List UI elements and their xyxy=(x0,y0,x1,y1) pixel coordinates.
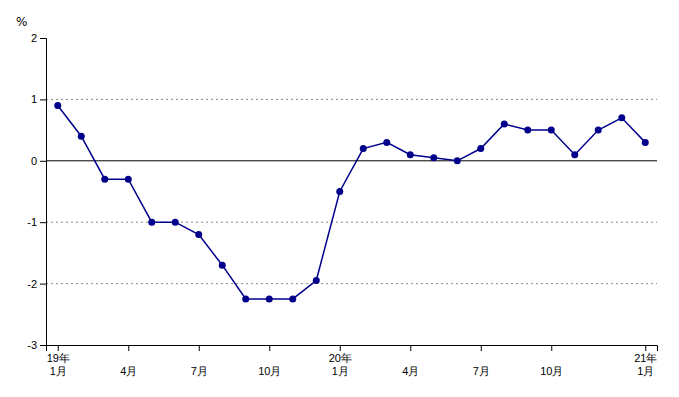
x-axis: 19年1月4月7月10月20年1月4月7月10月21年1月 xyxy=(47,345,658,377)
x-tick-mark xyxy=(410,345,411,351)
x-tick: 21年1月 xyxy=(634,345,657,377)
point xyxy=(101,176,108,183)
x-tick-mark xyxy=(58,345,59,351)
x-tick-label-line: 4月 xyxy=(402,365,419,377)
x-tick: 10月 xyxy=(540,345,563,377)
x-tick-mark xyxy=(551,345,552,351)
y-tick-mark xyxy=(40,284,46,285)
x-tick-label: 4月 xyxy=(120,365,137,377)
y-axis-line xyxy=(40,39,47,346)
x-tick-label-line: 20年 xyxy=(329,352,352,364)
y-tick: 1 xyxy=(31,93,46,105)
point xyxy=(642,139,649,146)
x-tick-mark xyxy=(199,345,200,351)
grid xyxy=(46,99,657,283)
x-tick-mark xyxy=(128,345,129,351)
y-tick-label: 1 xyxy=(31,93,37,105)
y-tick: -2 xyxy=(27,278,46,290)
y-tick-mark xyxy=(40,38,46,39)
y-tick-mark xyxy=(40,161,46,162)
point xyxy=(219,262,226,269)
x-tick-label-line: 7月 xyxy=(473,365,490,377)
x-tick: 4月 xyxy=(120,345,137,377)
point xyxy=(360,145,367,152)
point xyxy=(54,102,61,109)
point xyxy=(125,176,132,183)
x-tick-label-line: 1月 xyxy=(332,365,349,377)
x-tick: 19年1月 xyxy=(47,345,70,377)
x-tick-label-line: 10月 xyxy=(258,365,281,377)
point xyxy=(524,127,531,134)
x-tick-label: 10月 xyxy=(540,365,563,377)
x-tick-label: 21年1月 xyxy=(634,352,657,377)
x-tick-label-line: 1月 xyxy=(50,365,67,377)
point xyxy=(242,295,249,302)
line xyxy=(58,106,646,299)
x-tick: 7月 xyxy=(191,345,208,377)
point xyxy=(266,295,273,302)
x-axis-line xyxy=(47,346,658,352)
x-tick-mark xyxy=(481,345,482,351)
y-tick-mark xyxy=(40,345,46,346)
x-tick-label: 4月 xyxy=(402,365,419,377)
y-tick-label: -3 xyxy=(27,339,37,351)
point xyxy=(383,139,390,146)
zero-line xyxy=(46,160,657,161)
x-tick-mark xyxy=(340,345,341,351)
y-tick-mark xyxy=(40,222,46,223)
point xyxy=(407,151,414,158)
y-tick: -3 xyxy=(27,339,46,351)
series xyxy=(54,102,649,302)
grid-line xyxy=(46,222,657,223)
x-tick-mark xyxy=(269,345,270,351)
point xyxy=(501,120,508,127)
chart-svg: -3-2-101219年1月4月7月10月20年1月4月7月10月21年1月% xyxy=(0,0,679,397)
x-tick-label: 10月 xyxy=(258,365,281,377)
x-tick-label-line: 21年 xyxy=(634,352,657,364)
x-tick-mark xyxy=(645,345,646,351)
y-axis-label: % xyxy=(16,15,27,29)
x-tick-label-line: 10月 xyxy=(540,365,563,377)
y-tick: -1 xyxy=(27,216,46,228)
x-tick-label: 20年1月 xyxy=(329,352,352,377)
x-tick-label: 7月 xyxy=(191,365,208,377)
y-tick-label: 2 xyxy=(31,32,37,44)
x-tick-label: 7月 xyxy=(473,365,490,377)
point xyxy=(172,219,179,226)
x-tick-label-line: 4月 xyxy=(120,365,137,377)
x-tick-label: 19年1月 xyxy=(47,352,70,377)
point xyxy=(454,157,461,164)
point xyxy=(289,295,296,302)
point xyxy=(336,188,343,195)
x-tick: 20年1月 xyxy=(329,345,352,377)
point xyxy=(78,133,85,140)
point xyxy=(148,219,155,226)
point xyxy=(430,154,437,161)
y-axis: -3 -2 -1 0 1 2 xyxy=(27,32,46,351)
y-tick-mark xyxy=(40,99,46,100)
point xyxy=(595,127,602,134)
y-tick-label: -2 xyxy=(27,278,37,290)
x-tick: 7月 xyxy=(473,345,490,377)
chart-container: -3-2-101219年1月4月7月10月20年1月4月7月10月21年1月% xyxy=(0,0,679,397)
point xyxy=(548,127,555,134)
plot-area: -3-2-101219年1月4月7月10月20年1月4月7月10月21年1月 xyxy=(27,32,657,377)
y-tick: 0 xyxy=(31,155,46,167)
point xyxy=(313,277,320,284)
point xyxy=(195,231,202,238)
y-tick-label: -1 xyxy=(27,216,37,228)
y-tick-label: 0 xyxy=(31,155,37,167)
x-tick-label-line: 19年 xyxy=(47,352,70,364)
point xyxy=(571,151,578,158)
y-tick: 2 xyxy=(31,32,46,44)
grid-line xyxy=(46,99,657,100)
point xyxy=(477,145,484,152)
grid-line xyxy=(46,283,657,284)
x-tick-label-line: 7月 xyxy=(191,365,208,377)
x-tick: 4月 xyxy=(402,345,419,377)
x-tick: 10月 xyxy=(258,345,281,377)
x-tick-label-line: 1月 xyxy=(637,365,654,377)
point xyxy=(618,114,625,121)
